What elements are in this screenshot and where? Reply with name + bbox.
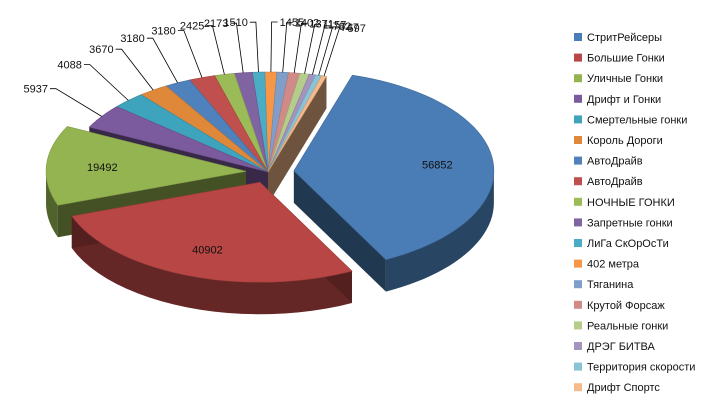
legend-swatch: [574, 218, 582, 227]
legend-entry: Король Дороги: [587, 135, 663, 147]
pie-slice-top: [264, 71, 278, 173]
data-label: 1157: [323, 20, 347, 32]
pie-layer: [45, 71, 495, 315]
legend-swatch: [574, 156, 582, 165]
legend-swatch: [574, 74, 582, 83]
data-label: 40902: [192, 244, 223, 256]
legend-swatch: [574, 342, 582, 350]
leader-line: [323, 27, 346, 77]
data-label: 1371: [309, 18, 333, 30]
legend: СтритРейсеры Большие Гонки Уличные Гонки Др…: [567, 22, 709, 395]
legend-entry: Большие Гонки: [587, 53, 665, 65]
data-label: 1455: [280, 17, 304, 29]
legend-entry: Дрифт и Гонки: [587, 94, 661, 106]
legend-entry: Реальные гонки: [587, 320, 668, 332]
legend-swatch: [574, 383, 582, 392]
data-label: 2173: [204, 18, 228, 30]
legend-swatch: [574, 197, 582, 206]
legend-swatch: [574, 53, 582, 62]
legend-swatch: [574, 239, 582, 247]
legend-swatch: [574, 300, 582, 309]
data-label: 3670: [89, 44, 113, 56]
leader-line: [312, 25, 331, 75]
data-label: 782: [333, 21, 351, 33]
legend-entry: Крутой Форсаж: [587, 300, 665, 312]
leader-line: [146, 37, 178, 83]
data-label: 1510: [223, 17, 247, 29]
legend-entry: ЛиГа СкОрОсТи: [587, 238, 669, 250]
leader-line: [293, 22, 308, 73]
pie-slice-top: [165, 79, 269, 173]
leader-line: [206, 25, 225, 75]
legend-swatch: [574, 321, 582, 330]
legend-entry: Дрифт Спортс: [587, 382, 660, 394]
data-label: 19492: [87, 162, 118, 174]
legend-swatch: [574, 280, 582, 289]
legend-entry: АвтоДрайв: [587, 156, 643, 168]
pie-slice-top: [293, 74, 495, 260]
pie-slice-top: [88, 106, 269, 173]
legend-entry: НОЧНЫЕ ГОНКИ: [587, 197, 675, 209]
legend-swatch: [574, 136, 582, 144]
legend-entry: ДРЭГ БИТВА: [587, 341, 656, 353]
leader-line: [249, 21, 259, 73]
legend-swatch: [574, 94, 582, 103]
legend-entry: Запретные гонки: [587, 217, 673, 229]
data-label: 4088: [57, 60, 81, 72]
data-label: 597: [348, 23, 366, 35]
legend-entry: 402 метра: [587, 259, 640, 271]
data-label: 56852: [422, 159, 453, 171]
legend-entry: Территория скорости: [587, 362, 695, 374]
leader-line: [83, 64, 129, 101]
legend-entry: Уличные Гонки: [587, 73, 663, 85]
data-labels: 56852 40902 19492 5937 4088 3670 3180 3180 2425 2…: [24, 17, 453, 256]
pie-slice-top: [267, 75, 327, 173]
data-label: 3180: [120, 33, 144, 45]
pie-slice: [268, 75, 327, 204]
legend-entry: СтритРейсеры: [587, 32, 662, 44]
data-label: 747: [341, 22, 359, 34]
legend-swatch: [574, 115, 582, 124]
leader-line: [304, 24, 321, 74]
data-label: 3180: [151, 25, 175, 37]
pie-slice-top: [116, 94, 269, 173]
leader-line: [50, 88, 102, 117]
pie-slice-top: [71, 181, 353, 283]
pie-slice-top: [140, 85, 269, 173]
data-label: 2425: [180, 21, 204, 33]
leader-line: [318, 26, 339, 76]
legend-swatch: [574, 362, 582, 371]
legend-swatch: [574, 259, 582, 268]
leader-line: [270, 21, 278, 73]
legend-entry: Тяганина: [587, 279, 634, 291]
legend-frame: [567, 22, 709, 395]
legend-swatch: [574, 177, 582, 186]
leader-line: [230, 22, 244, 73]
data-label: 5937: [24, 84, 48, 96]
legend-entry: АвтоДрайв: [587, 176, 643, 188]
legend-swatch: [574, 33, 582, 41]
pie-slice-top: [45, 126, 247, 206]
leader-line: [115, 48, 154, 91]
legend-entry: Смертельные гонки: [587, 114, 687, 126]
leader-line: [282, 21, 293, 73]
leader-line: [177, 29, 203, 78]
